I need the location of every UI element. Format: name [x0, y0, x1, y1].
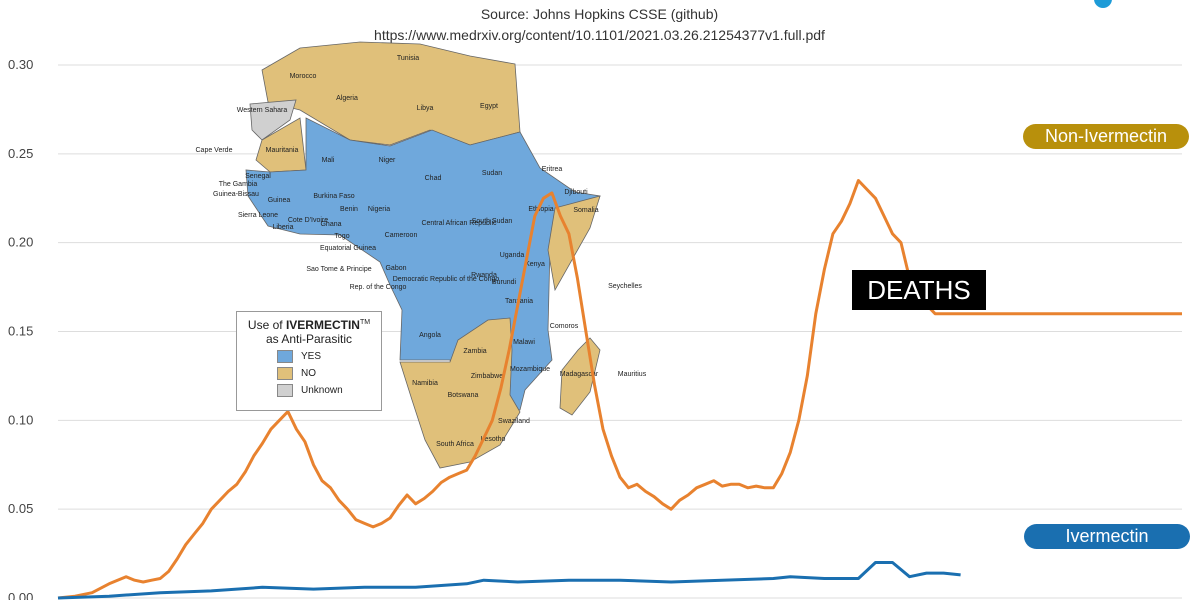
- ivermectin-label: Ivermectin: [1024, 524, 1190, 549]
- map-country-label: Cameroon: [385, 232, 418, 239]
- map-country-label: Gabon: [385, 265, 406, 272]
- source-text: Source: Johns Hopkins CSSE (github): [480, 6, 719, 22]
- legend-item-yes: YES: [243, 350, 375, 363]
- map-country-label: Benin: [340, 206, 358, 213]
- map-country-label: Guinea-Bissau: [213, 191, 259, 198]
- map-country-label: Malawi: [513, 339, 535, 346]
- legend-swatch: [277, 384, 293, 397]
- map-country-label: The Gambia: [219, 181, 258, 188]
- legend-label: NO: [301, 368, 316, 379]
- grid-lines: [58, 64, 1182, 599]
- y-tick-label: 0.20: [8, 235, 33, 250]
- source-url[interactable]: https://www.medrxiv.org/content/10.1101/…: [374, 27, 825, 43]
- map-country-label: Botswana: [448, 392, 479, 399]
- map-country-label: Sudan: [482, 170, 502, 177]
- map-country-label: Comoros: [550, 323, 579, 330]
- map-country-label: Chad: [425, 175, 442, 182]
- map-region-unknown: [249, 99, 297, 141]
- map-country-label: Tunisia: [397, 55, 419, 62]
- map-country-label: Cote D'Ivoire: [288, 217, 328, 224]
- map-country-label: Mali: [322, 157, 335, 164]
- legend-title-prefix: Use of: [247, 318, 286, 332]
- map-country-label: Rwanda: [471, 272, 497, 279]
- map-country-label: Sierra Leone: [238, 212, 278, 219]
- map-country-label: Ghana: [320, 221, 341, 228]
- map-country-label: Algeria: [336, 95, 358, 102]
- map-region-no-south: [399, 317, 521, 469]
- map-country-label: Swaziland: [498, 418, 530, 425]
- map-country-label: Nigeria: [368, 206, 390, 213]
- legend-title: Use of IVERMECTINTM as Anti-Parasitic: [243, 316, 375, 346]
- y-tick-label: 0.10: [8, 412, 33, 427]
- legend-swatch: [277, 350, 293, 363]
- map-country-label: Egypt: [480, 103, 498, 110]
- y-axis-ticks: 0.00 0.05 0.10 0.15 0.20 0.25 0.30: [8, 57, 33, 600]
- y-tick-label: 0.15: [8, 324, 33, 339]
- map-country-label: Sao Tome & Principe: [306, 266, 371, 273]
- map-country-label: Liberia: [272, 224, 293, 231]
- map-country-label: South Sudan: [472, 218, 513, 225]
- map-country-label: Kenya: [525, 261, 545, 268]
- map-country-label: Equatorial Guinea: [320, 245, 376, 252]
- legend-item-no: NO: [243, 367, 375, 380]
- map-country-label: Eritrea: [542, 166, 563, 173]
- series-line-non-ivermectin: [57, 179, 1182, 600]
- map-country-label: Angola: [419, 332, 441, 339]
- map-legend: Use of IVERMECTINTM as Anti-Parasitic YE…: [236, 311, 382, 411]
- map-country-label: Libya: [417, 105, 434, 112]
- legend-swatch: [277, 367, 293, 380]
- map-country-label: Senegal: [245, 173, 271, 180]
- y-tick-label: 0.05: [8, 501, 33, 516]
- map-country-label: Lesotho: [481, 436, 506, 443]
- map-country-label: Niger: [379, 157, 396, 164]
- map-country-label: Djibouti: [564, 189, 588, 196]
- legend-item-unknown: Unknown: [243, 384, 375, 397]
- map-country-label: Ethiopia: [528, 206, 553, 213]
- deaths-badge: DEATHS: [852, 270, 986, 310]
- y-tick-label: 0.00: [8, 590, 33, 600]
- logo-icon: [1094, 0, 1112, 8]
- map-country-label: Morocco: [290, 73, 317, 80]
- map-country-label: South Africa: [436, 441, 474, 448]
- map-country-label: Democratic Republic of the Congo: [393, 276, 500, 283]
- map-country-label: Zimbabwe: [471, 373, 503, 380]
- map-country-label: Zambia: [463, 348, 486, 355]
- y-tick-label: 0.25: [8, 146, 33, 161]
- map-country-label: Mauritania: [266, 147, 299, 154]
- africa-map: Tunisia Morocco Algeria Libya Egypt Western S…: [196, 41, 647, 469]
- map-country-label: Rep. of the Congo: [350, 284, 407, 291]
- map-country-label: Somalia: [573, 207, 598, 214]
- map-country-label: Guinea: [268, 197, 291, 204]
- legend-label: YES: [301, 351, 322, 362]
- map-country-label: Madagascar: [560, 371, 599, 378]
- series-line-ivermectin: [57, 561, 961, 600]
- map-country-label: Namibia: [412, 380, 438, 387]
- map-country-label: Western Sahara: [237, 107, 288, 114]
- legend-title-tm: TM: [359, 319, 371, 326]
- map-country-label: Cape Verde: [196, 147, 233, 154]
- legend-title-bold: IVERMECTIN: [285, 318, 360, 332]
- map-country-label: Burundi: [492, 279, 517, 286]
- non-ivermectin-label: Non-Ivermectin: [1023, 124, 1189, 149]
- map-country-label: Togo: [334, 233, 349, 240]
- legend-title-line2: as Anti-Parasitic: [265, 332, 353, 346]
- y-tick-label: 0.30: [8, 57, 33, 72]
- map-country-label: Central African Republic: [421, 220, 497, 227]
- map-country-label: Mozambique: [510, 366, 550, 373]
- legend-label: Unknown: [301, 385, 343, 396]
- map-country-label: Seychelles: [608, 283, 642, 290]
- map-country-label: Burkina Faso: [313, 193, 354, 200]
- map-country-label: Uganda: [500, 252, 525, 259]
- map-country-label: Mauritius: [618, 371, 647, 378]
